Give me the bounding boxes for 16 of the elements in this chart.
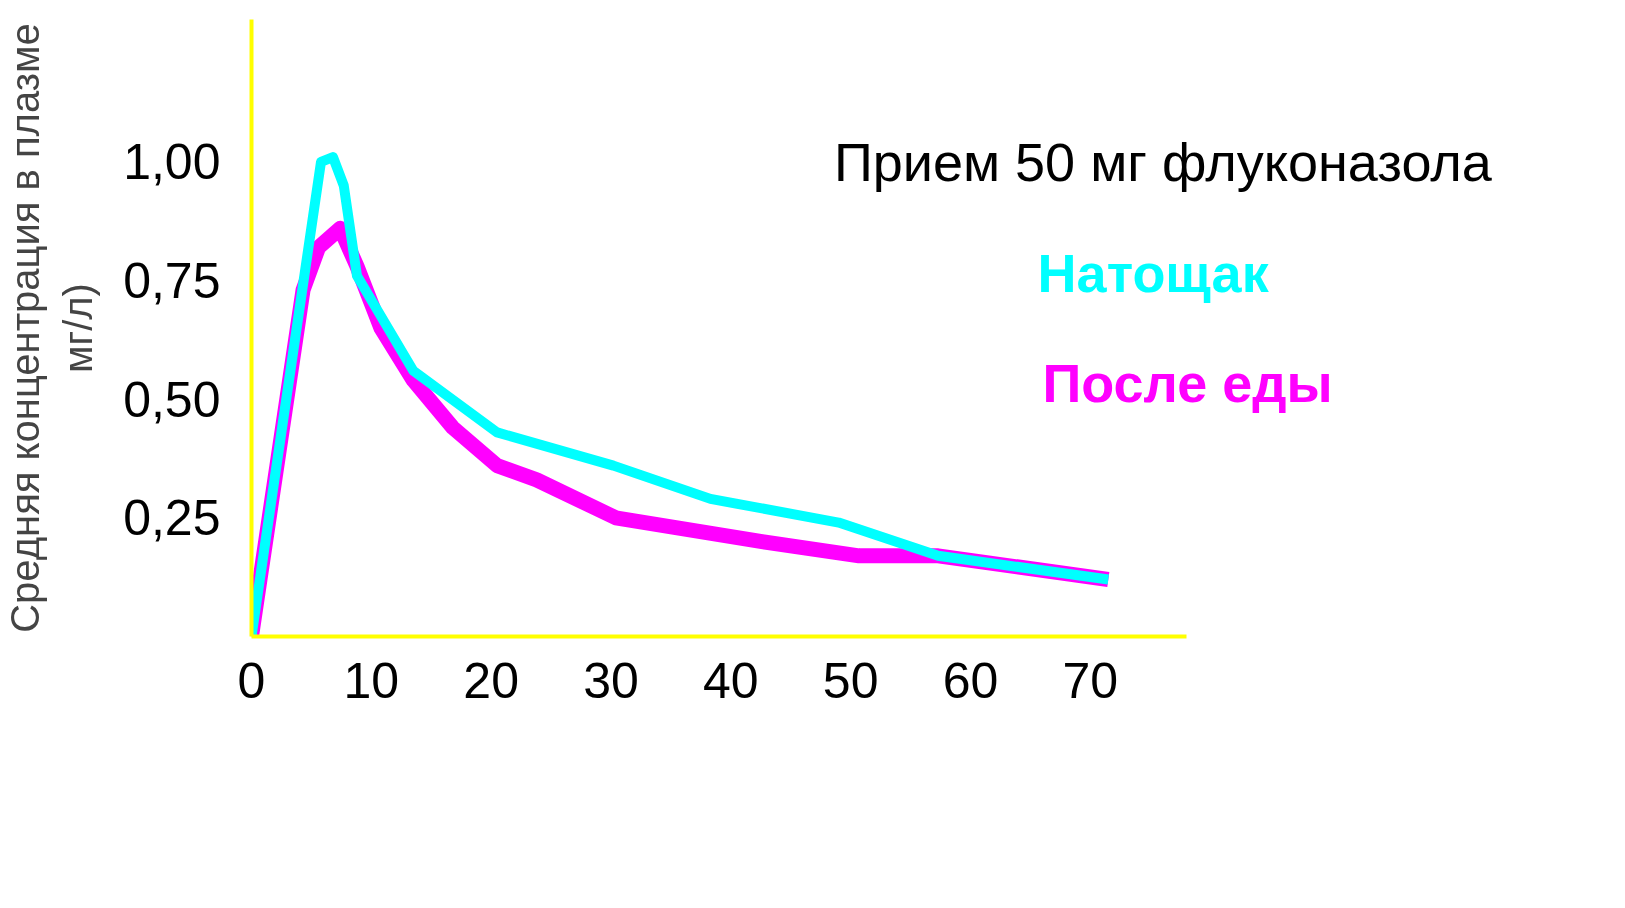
x-tick-label: 50 xyxy=(822,652,879,709)
x-tick-label: 70 xyxy=(1062,652,1119,709)
x-tick-label: 10 xyxy=(343,652,400,709)
y-tick-label: 0,50 xyxy=(123,371,221,428)
x-tick-label: 30 xyxy=(583,652,639,709)
text: Прием 50 мг флуконазола xyxy=(833,131,1493,192)
y-axis-title: Средняя концентрация в плазме мг/л) xyxy=(3,23,101,633)
x-tick-label: 40 xyxy=(703,652,759,709)
text: После еды xyxy=(1042,352,1333,413)
x-tick-label: 60 xyxy=(942,652,999,709)
text: Натощак xyxy=(1037,243,1270,304)
x-tick-label: 0 xyxy=(237,652,266,709)
y-tick-label: 0,25 xyxy=(123,490,221,547)
y-tick-label: 0,75 xyxy=(123,253,221,310)
y-tick-label: 1,00 xyxy=(123,134,221,191)
x-tick-label: 20 xyxy=(463,652,519,709)
